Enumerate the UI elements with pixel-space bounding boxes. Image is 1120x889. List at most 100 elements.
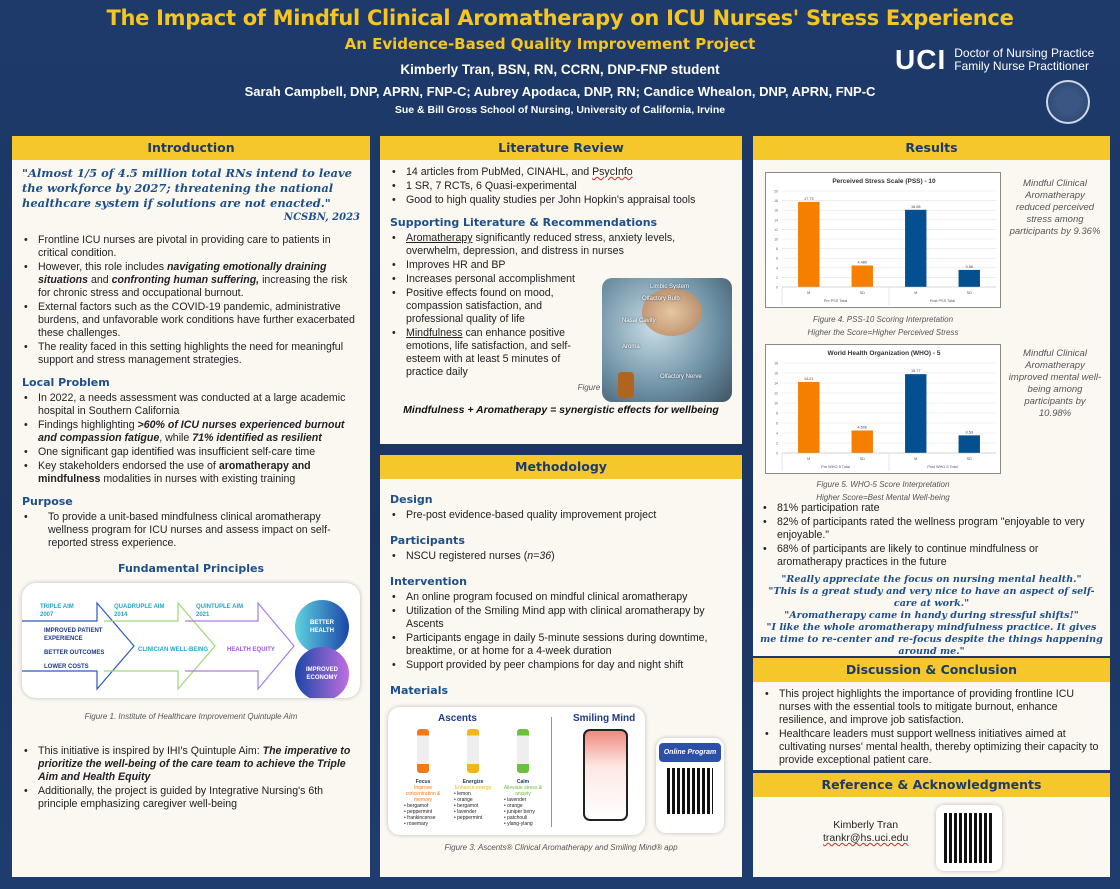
list-item: Improves HR and BP — [390, 259, 732, 272]
chart-title: World Health Organization (WHO) - 5 — [828, 350, 941, 357]
school: Sue & Bill Gross School of Nursing, Univ… — [394, 104, 726, 116]
participant-quotes: "Really appreciate the focus on nursing … — [760, 574, 1103, 656]
data-label: 17.73 — [804, 197, 814, 201]
y-tick-label: 0 — [776, 452, 778, 456]
intro-quote: "Almost 1/5 of 4.5 million total RNs int… — [22, 166, 352, 210]
y-tick-label: 6 — [776, 422, 778, 426]
image-label: Limbic System — [650, 284, 690, 290]
product-energize: Energize Enhance energy • lemon • orange • … — [450, 729, 496, 821]
synergy-statement: Mindfulness + Aromatherapy = synergistic… — [403, 404, 719, 416]
subheading: Materials — [390, 684, 449, 697]
list-item: This project highlights the importance o… — [763, 688, 1100, 727]
y-tick-label: 16 — [774, 372, 778, 376]
author: Kimberly Tran, BSN, RN, CCRN, DNP-FNP st… — [400, 62, 720, 77]
discussion-panel: Discussion & Conclusion This project hig… — [753, 658, 1110, 770]
qr-code-icon — [944, 813, 994, 863]
uc-seal-icon — [1046, 80, 1090, 124]
figure-caption: Figure 5. WHO-5 Score Interpretation — [816, 480, 950, 489]
bar — [798, 381, 820, 453]
aim-arrows — [22, 600, 349, 698]
subheading: Participants — [390, 534, 465, 547]
group-label: Pre PSS Total — [824, 299, 848, 303]
poster-subtitle: An Evidence-Based Quality Improvement Pr… — [344, 35, 756, 53]
essential-oil-image: Limbic System Olfactory Bulb Nasal Cavit… — [602, 278, 732, 402]
y-tick-label: 2 — [776, 276, 778, 280]
figure-caption: Figure 4. PSS-10 Scoring Interpretation — [812, 315, 954, 324]
list-item: Utilization of the Smiling Mind app with… — [390, 605, 732, 631]
group-label: Post PSS Total — [930, 299, 955, 303]
section-heading: Results — [753, 136, 1110, 160]
y-tick-label: 8 — [776, 412, 778, 416]
list-item: In 2022, a needs assessment was conducte… — [22, 392, 360, 418]
list-item: External factors such as the COVID-19 pa… — [22, 301, 360, 340]
online-program-qr[interactable]: Online Program — [656, 738, 724, 833]
list-item: Mindfulness can enhance positive emotion… — [390, 327, 590, 379]
y-tick-label: 18 — [774, 199, 778, 203]
x-tick-label: M — [807, 291, 810, 295]
list-item: To provide a unit-based mindfulness clin… — [22, 511, 360, 550]
x-tick-label: SD — [967, 457, 973, 461]
y-tick-label: 12 — [774, 392, 778, 396]
pss-chart: Perceived Stress Scale (PSS) - 10 0 2 4 6 8 10… — [765, 172, 1001, 308]
materials-image: Ascents Smiling Mind Focus Improve concen… — [388, 707, 645, 835]
data-label: 16.08 — [911, 205, 921, 209]
group-label: Post WHO-5 Total — [927, 465, 957, 469]
data-label: 3.53 — [966, 430, 973, 434]
subheading: Fundamental Principles — [118, 562, 264, 575]
result-note: Mindful Clinical Aromatherapy improved m… — [1008, 348, 1102, 419]
data-label: 4.480 — [857, 260, 867, 264]
subheading: Local Problem — [22, 376, 110, 389]
y-tick-label: 0 — [776, 286, 778, 290]
y-tick-label: 4 — [776, 266, 778, 270]
y-tick-label: 16 — [774, 209, 778, 213]
bar — [905, 374, 927, 453]
data-label: 15.77 — [911, 369, 921, 373]
section-heading: Methodology — [380, 455, 742, 479]
y-tick-label: 2 — [776, 442, 778, 446]
list-item: Pre-post evidence-based quality improvem… — [390, 509, 732, 522]
who5-chart: World Health Organization (WHO) - 5 0 2 4 6 8… — [765, 344, 1001, 474]
introduction-panel: Introduction "Almost 1/5 of 4.5 million … — [12, 136, 370, 877]
list-item: An online program focused on mindful cli… — [390, 591, 732, 604]
quintuple-aim-diagram: TRIPLE AIM 2007 QUADRUPLE AIM 2014 QUINTUP… — [22, 583, 360, 698]
list-item: The reality faced in this setting highli… — [22, 341, 360, 367]
image-label: Olfactory Nerve — [660, 374, 702, 380]
y-tick-label: 4 — [776, 432, 778, 436]
figure-caption: Higher the Score=Higher Perceived Stress — [807, 328, 959, 337]
y-tick-label: 6 — [776, 257, 778, 261]
figure-caption: Figure 3. Ascents® Clinical Aromatherapy… — [444, 843, 678, 852]
y-tick-label: 8 — [776, 247, 778, 251]
product-focus: Focus Improve concentration & memory • be… — [400, 729, 446, 827]
data-label: 3.56 — [966, 265, 973, 269]
list-item: 1 SR, 7 RCTs, 6 Quasi-experimental — [390, 180, 732, 193]
list-item: Participants engage in daily 5-minute se… — [390, 632, 732, 658]
y-tick-label: 10 — [774, 238, 778, 242]
figure-caption: Higher Score=Best Mental Well-being — [816, 493, 950, 502]
bar — [798, 201, 820, 287]
list-item: NSCU registered nurses (n=36) — [390, 550, 732, 563]
list-item: 82% of participants rated the wellness p… — [761, 516, 1101, 542]
list-item: Aromatherapy significantly reduced stres… — [390, 232, 732, 258]
bar — [851, 265, 873, 287]
list-item: Good to high quality studies per John Ho… — [390, 194, 732, 207]
image-label: Olfactory Bulb — [642, 296, 680, 302]
y-tick-label: 12 — [774, 228, 778, 232]
section-heading: Reference & Acknowledgments — [753, 773, 1110, 797]
group-label: Pre WHO-5 Total — [821, 465, 850, 469]
x-tick-label: M — [807, 457, 810, 461]
bar — [851, 430, 873, 453]
y-tick-label: 18 — [774, 362, 778, 366]
contact-email[interactable]: trankr@hs.uci.edu — [823, 832, 909, 844]
x-tick-label: M — [914, 291, 917, 295]
list-item: Key stakeholders endorsed the use of aro… — [22, 460, 360, 486]
list-item: Frontline ICU nurses are pivotal in prov… — [22, 234, 360, 260]
list-item: 68% of participants are likely to contin… — [761, 543, 1101, 569]
section-heading: Introduction — [12, 136, 370, 160]
list-item: However, this role includes navigating e… — [22, 261, 360, 300]
reference-panel: Reference & Acknowledgments Kimberly Tra… — [753, 773, 1110, 877]
list-item: Positive effects found on mood, compassi… — [390, 287, 590, 326]
methodology-panel: Methodology Design Pre-post evidence-bas… — [380, 455, 742, 877]
reference-qr[interactable] — [936, 805, 1002, 871]
list-item: Findings highlighting >60% of ICU nurses… — [22, 419, 360, 445]
subheading: Purpose — [22, 495, 73, 508]
